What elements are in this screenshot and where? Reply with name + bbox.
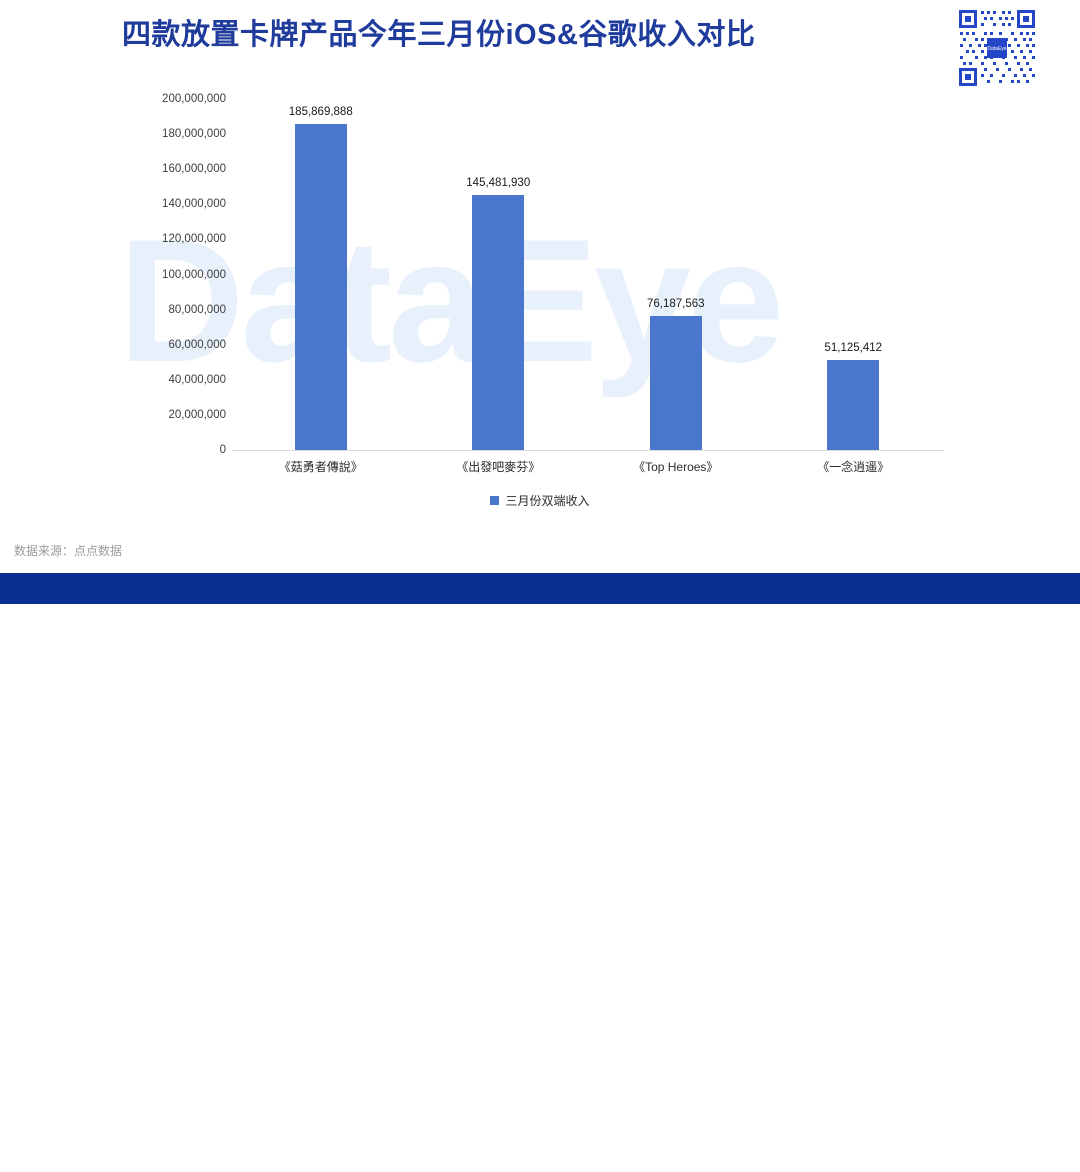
bar-value-label: 145,481,930 xyxy=(466,176,531,189)
bar[interactable] xyxy=(472,194,525,450)
y-axis-tick-label: 200,000,000 xyxy=(162,93,226,105)
x-axis-category-label: 《Top Heroes》 xyxy=(633,460,719,474)
data-source-note: 数据来源：点点数据 xyxy=(14,544,123,558)
svg-text:DataEye: DataEye xyxy=(987,46,1006,52)
bar[interactable] xyxy=(294,123,347,450)
bar-value-label: 76,187,563 xyxy=(646,298,705,311)
bar-value-label: 185,869,888 xyxy=(288,105,353,118)
bar-chart: DataEye 200,000,000 180,000,000 160,000,00… xyxy=(0,92,1080,530)
footer-bar: DataEye xyxy=(0,573,1080,1171)
dataeye-logo: DataEye xyxy=(17,1151,86,1171)
legend-swatch xyxy=(490,495,500,505)
bar-group: 145,481,930 xyxy=(410,99,588,450)
y-axis-tick-label: 120,000,000 xyxy=(162,233,226,246)
header: 四款放置卡牌产品今年三月份iOS&谷歌收入对比 xyxy=(0,0,1080,92)
y-axis-tick-label: 140,000,000 xyxy=(162,198,226,211)
x-axis-category-label: 《出發吧麥芬》 xyxy=(456,460,541,474)
y-axis-tick-label: 160,000,000 xyxy=(162,163,226,176)
y-axis-tick-label: 40,000,000 xyxy=(168,373,226,386)
bar[interactable] xyxy=(827,360,880,450)
x-axis-category-label: 《菇勇者傳說》 xyxy=(278,460,363,474)
page-title: 四款放置卡牌产品今年三月份iOS&谷歌收入对比 xyxy=(122,19,756,51)
y-axis-tick-label: 100,000,000 xyxy=(162,268,226,281)
x-axis-labels: 《菇勇者傳說》 《出發吧麥芬》 《Top Heroes》 《一念逍遥》 xyxy=(232,458,942,482)
chart-legend: 三月份双端收入 xyxy=(0,490,1080,510)
bar-group: 185,869,888 xyxy=(232,99,410,450)
svg-text:DataEye: DataEye xyxy=(17,1151,86,1171)
y-axis-tick-label: 60,000,000 xyxy=(168,338,226,351)
bar-group: 76,187,563 xyxy=(587,99,765,450)
y-axis-tick-label: 20,000,000 xyxy=(168,408,226,421)
bar[interactable] xyxy=(649,316,702,450)
qr-code-icon[interactable]: DataEye xyxy=(957,8,1037,88)
legend-label: 三月份双端收入 xyxy=(505,493,590,508)
bar-series: 185,869,888 145,481,930 76,187,563 51,125,4… xyxy=(232,99,942,450)
bar-group: 51,125,412 xyxy=(765,99,943,450)
x-axis-category-label: 《一念逍遥》 xyxy=(817,460,890,474)
bar-value-label: 51,125,412 xyxy=(824,342,883,355)
y-axis-tick-label: 80,000,000 xyxy=(168,303,226,316)
y-axis: 200,000,000 180,000,000 160,000,000 140,000… xyxy=(122,93,226,456)
y-axis-tick-label: 0 xyxy=(219,444,226,456)
x-axis-line xyxy=(232,450,944,451)
y-axis-tick-label: 180,000,000 xyxy=(162,128,226,141)
